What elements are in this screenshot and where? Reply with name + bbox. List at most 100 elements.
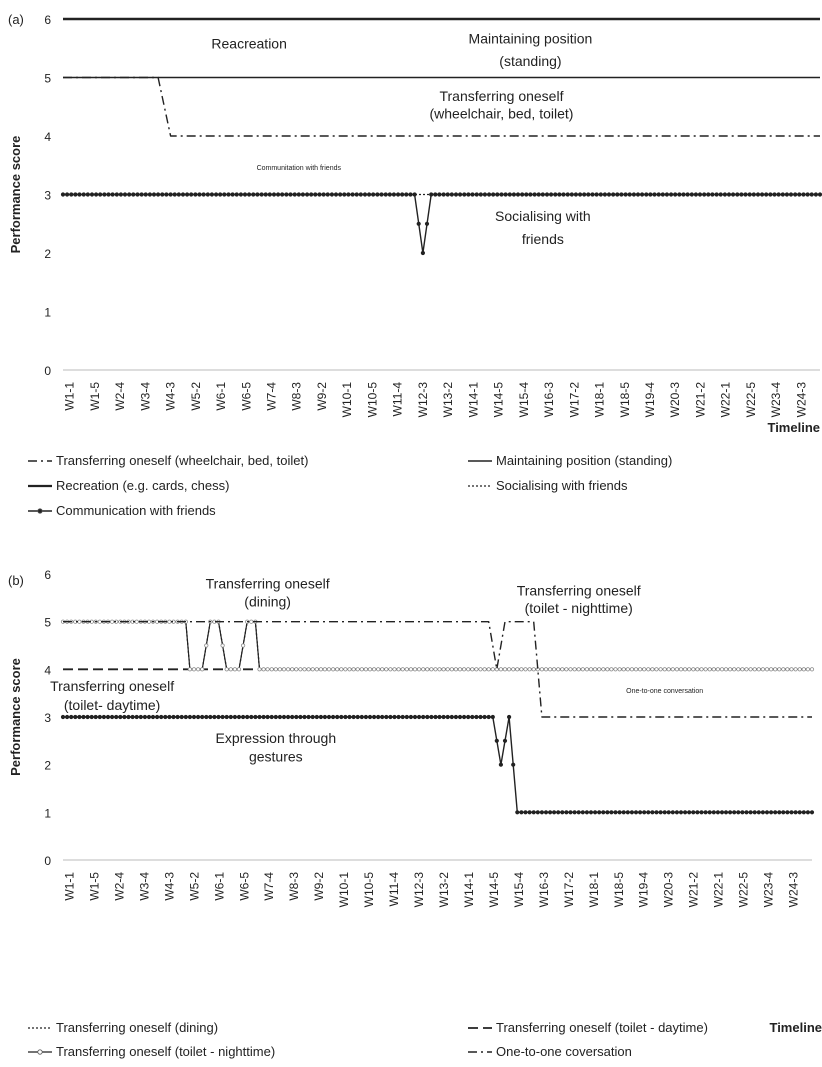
series-point: [681, 192, 686, 197]
series-point: [588, 667, 594, 672]
series-point: [249, 714, 254, 720]
series-point: [298, 667, 303, 672]
series-point: [474, 192, 479, 197]
series-point: [809, 667, 815, 672]
series-point: [621, 810, 626, 815]
series-point: [598, 192, 603, 197]
series-point: [718, 192, 723, 197]
series-point: [732, 810, 737, 815]
series-point: [502, 738, 508, 743]
y-tick-label: 1: [44, 806, 51, 820]
series-point: [404, 667, 409, 672]
series-point: [218, 192, 223, 197]
series-point: [664, 192, 670, 197]
annotation-label: (standing): [499, 53, 561, 69]
y-tick-label: 5: [44, 72, 51, 86]
series-point: [719, 667, 725, 672]
x-tick-label: W23-4: [762, 872, 776, 908]
series-point: [466, 714, 471, 720]
series-point: [768, 810, 774, 815]
series-point: [367, 667, 373, 672]
series-point: [433, 192, 438, 197]
series-point: [629, 667, 635, 672]
series-point: [322, 667, 327, 672]
series-point: [809, 810, 815, 815]
series-point: [735, 192, 740, 197]
series-point: [400, 714, 405, 720]
series-point: [660, 192, 665, 197]
series-point: [773, 667, 778, 672]
series-point: [506, 667, 512, 672]
series-point: [740, 810, 745, 815]
series-point: [527, 667, 532, 672]
series-point: [290, 714, 295, 720]
series-line: [63, 621, 812, 670]
series-line: [63, 621, 812, 718]
series-point: [400, 667, 405, 672]
series-point: [226, 192, 231, 197]
series-point: [470, 667, 475, 672]
series-point: [457, 667, 463, 672]
x-tick-label: W3-4: [137, 872, 151, 901]
series-point: [817, 192, 822, 197]
series-point: [625, 667, 630, 672]
series-point: [642, 667, 647, 672]
series-point: [662, 810, 667, 815]
x-tick-label: W22-1: [719, 382, 733, 418]
x-tick-label: W2-4: [113, 382, 127, 411]
series-point: [801, 810, 806, 815]
x-tick-label: W13-2: [437, 872, 451, 908]
series-point: [404, 192, 409, 197]
series-point: [172, 192, 177, 197]
series-point: [73, 714, 78, 720]
series-point: [383, 192, 388, 197]
panel-label: (a): [8, 12, 24, 27]
legend-entry: Recreation (e.g. cards, chess): [56, 478, 229, 493]
series-point: [380, 667, 385, 672]
series-point: [160, 192, 165, 197]
series-point: [122, 192, 128, 197]
series-point: [594, 192, 599, 197]
x-tick-label: W10-1: [337, 872, 351, 908]
series-point: [461, 714, 467, 720]
series-line: [63, 621, 812, 670]
series-point: [81, 192, 86, 197]
series-point: [613, 667, 618, 672]
series-point: [163, 714, 168, 720]
series-point: [302, 714, 307, 720]
series-point: [748, 667, 753, 672]
series-point: [257, 714, 262, 720]
series-point: [682, 810, 688, 815]
series-point: [433, 714, 438, 720]
series-point: [187, 714, 192, 720]
series-point: [114, 714, 119, 720]
series-point: [756, 667, 761, 672]
series-point: [650, 810, 655, 815]
series-point: [408, 714, 413, 720]
series-point: [330, 714, 336, 720]
series-point: [350, 192, 355, 197]
series-point: [474, 714, 479, 720]
series-point: [110, 192, 115, 197]
series-point: [772, 192, 777, 197]
x-tick-label: W18-1: [587, 872, 601, 908]
series-point: [60, 714, 66, 720]
series-point: [351, 667, 356, 672]
series-point: [424, 221, 430, 226]
series-point: [793, 667, 798, 672]
series-point: [214, 192, 219, 197]
series-point: [466, 192, 471, 197]
series-point: [494, 738, 499, 743]
series-point: [347, 714, 352, 720]
series-point: [662, 667, 667, 672]
series-point: [416, 714, 422, 720]
series-point: [576, 810, 581, 815]
x-tick-label: W14-5: [492, 382, 506, 418]
annotation-label: Expression through: [216, 730, 337, 746]
series-point: [511, 667, 516, 672]
series-point: [412, 192, 417, 197]
y-tick-label: 5: [44, 616, 51, 630]
series-point: [363, 667, 368, 672]
series-point: [118, 714, 123, 720]
